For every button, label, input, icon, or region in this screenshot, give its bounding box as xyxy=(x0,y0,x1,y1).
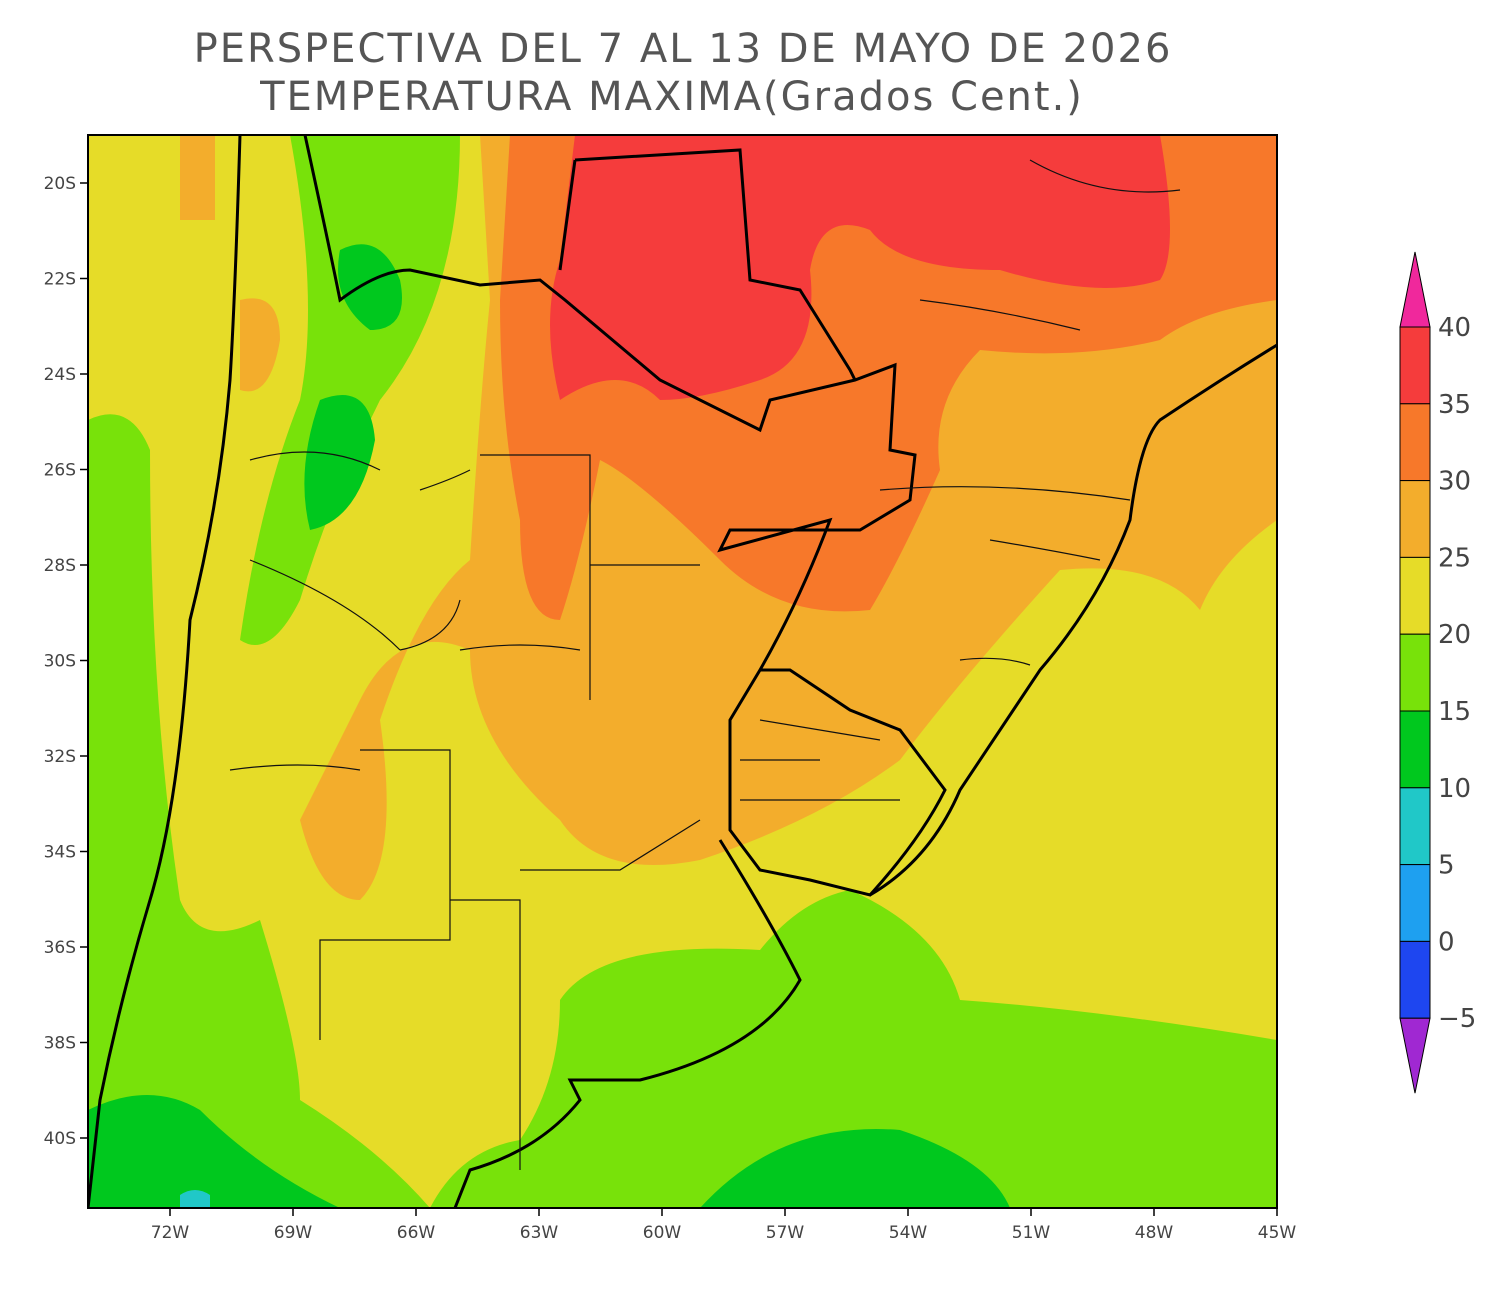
lat-label: 20S xyxy=(44,174,76,194)
colorbar-band xyxy=(1399,710,1431,789)
temperature-field xyxy=(88,135,1277,1208)
lon-label: 60W xyxy=(643,1223,682,1243)
lon-label: 66W xyxy=(397,1223,436,1243)
colorbar-band xyxy=(1399,864,1431,942)
lat-label: 36S xyxy=(44,938,76,958)
lon-label: 57W xyxy=(766,1223,805,1243)
lon-label: 69W xyxy=(274,1223,313,1243)
lon-label: 48W xyxy=(1135,1223,1174,1243)
lon-label: 54W xyxy=(889,1223,928,1243)
lat-label: 32S xyxy=(44,747,76,767)
lat-label: 26S xyxy=(44,461,76,481)
colorbar-label: 35 xyxy=(1438,390,1471,420)
colorbar-label: 15 xyxy=(1438,697,1471,727)
colorbar-label: 20 xyxy=(1438,620,1471,650)
lon-label: 51W xyxy=(1012,1223,1051,1243)
colorbar-band xyxy=(1399,787,1431,866)
lat-label: 30S xyxy=(44,652,76,672)
lon-label: 72W xyxy=(151,1223,190,1243)
lat-label: 34S xyxy=(44,843,76,863)
lon-label: 63W xyxy=(520,1223,559,1243)
colorbar-label: 40 xyxy=(1438,313,1471,343)
colorbar-band xyxy=(1399,480,1431,558)
colorbar-arrow xyxy=(1399,251,1431,328)
colorbar-label: −5 xyxy=(1438,1004,1476,1034)
lat-label: 22S xyxy=(44,270,76,290)
lat-label: 38S xyxy=(44,1034,76,1054)
map-frame xyxy=(87,134,1278,1209)
colorbar-label: 30 xyxy=(1438,467,1471,497)
colorbar-band xyxy=(1399,940,1431,1019)
colorbar-band xyxy=(1399,633,1431,712)
colorbar-label: 25 xyxy=(1438,543,1471,573)
lat-label: 28S xyxy=(44,556,76,576)
lat-label: 40S xyxy=(44,1129,76,1149)
colorbar-band xyxy=(1399,556,1431,635)
lon-label: 45W xyxy=(1258,1223,1297,1243)
colorbar-label: 0 xyxy=(1438,927,1455,957)
colorbar-band xyxy=(1399,403,1431,482)
colorbar-label: 5 xyxy=(1438,851,1455,881)
colorbar-arrow xyxy=(1399,1017,1431,1094)
title-line: PERSPECTIVA DEL 7 AL 13 DE MAYO DE 2026 xyxy=(194,26,1173,72)
title-line: TEMPERATURA MAXIMA(Grados Cent.) xyxy=(259,74,1084,120)
colorbar-label: 10 xyxy=(1438,774,1471,804)
colorbar-band xyxy=(1399,326,1431,405)
lat-label: 24S xyxy=(44,365,76,385)
